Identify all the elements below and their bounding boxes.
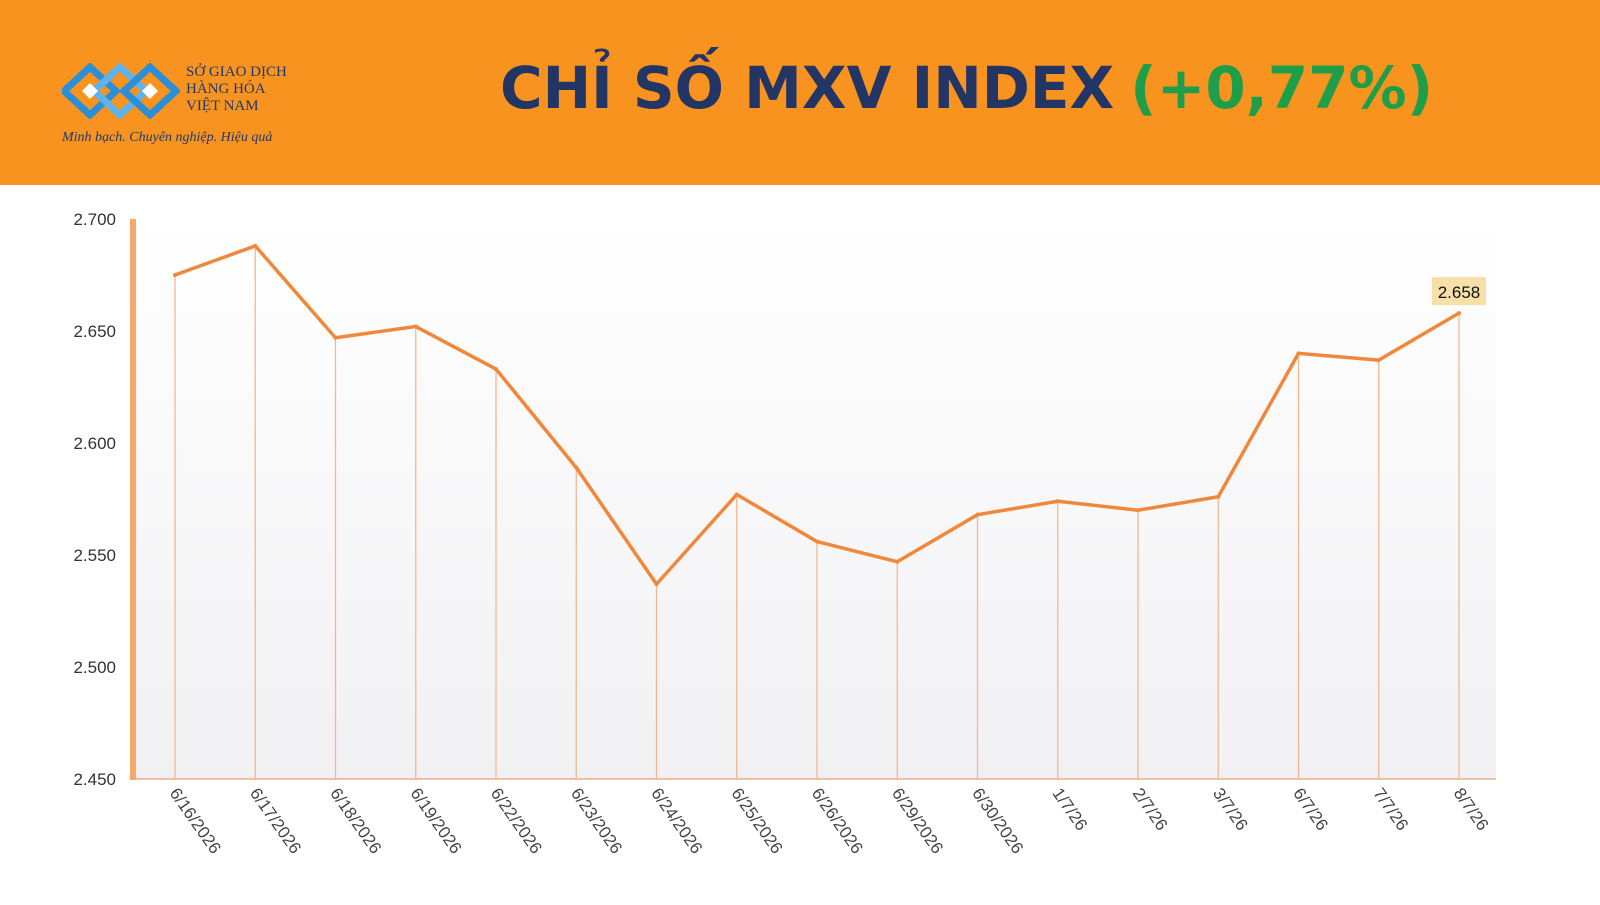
logo-line-1: SỞ GIAO DỊCH: [186, 64, 287, 80]
index-change: (+0,77%): [1130, 54, 1434, 122]
mxv-index-chart: 2.450 2.500 2.550 2.600 2.650 2.700 6/16/2026…: [73, 210, 1496, 857]
x-tick-label: 7/7/26: [1369, 784, 1412, 834]
logo-slogan: Minh bạch. Chuyên nghiệp. Hiệu quả: [62, 130, 273, 145]
y-tick-label: 2.500: [73, 658, 116, 677]
x-tick-label: 6/17/2026: [246, 784, 305, 857]
data-point: [1216, 494, 1221, 499]
mxv-logo-icon: [62, 63, 180, 119]
x-tick-label: 2/7/26: [1129, 784, 1172, 834]
title-text: CHỈ SỐ MXV INDEX: [500, 54, 1115, 122]
x-tick-label: 6/22/2026: [487, 784, 546, 857]
x-tick-label: 6/26/2026: [808, 784, 867, 857]
x-tick-label: 6/25/2026: [727, 784, 786, 857]
x-tick-label: 6/18/2026: [326, 784, 385, 857]
data-point: [494, 367, 498, 372]
data-point: [1376, 358, 1381, 363]
x-tick-label: 6/23/2026: [567, 784, 626, 857]
page-title: CHỈ SỐ MXV INDEX (+0,77%): [500, 48, 1433, 128]
header-banner: SỞ GIAO DỊCH HÀNG HÓA VIỆT NAM Minh bạch…: [0, 0, 1600, 185]
data-point: [253, 243, 258, 248]
x-tick-label: 1/7/26: [1048, 784, 1091, 834]
data-point: [975, 512, 980, 517]
plot-background: [133, 219, 1496, 779]
x-tick-label: 6/29/2026: [888, 784, 947, 857]
data-point: [1136, 508, 1140, 513]
x-tick-label: 3/7/26: [1209, 784, 1252, 834]
data-point: [1296, 351, 1301, 356]
x-tick-label: 6/7/26: [1289, 784, 1332, 834]
data-point: [173, 273, 177, 277]
x-tick-label: 6/30/2026: [968, 784, 1027, 857]
x-tick-label: 8/7/26: [1450, 784, 1493, 834]
data-point: [895, 559, 900, 564]
y-tick-label: 2.700: [73, 210, 116, 229]
x-tick-label: 6/16/2026: [166, 784, 225, 857]
data-point: [815, 539, 819, 544]
x-tick-label: 6/19/2026: [406, 784, 465, 857]
last-value-badge: [1432, 277, 1486, 306]
logo-line-3: VIỆT NAM: [186, 98, 259, 114]
chart-area: 2.450 2.500 2.550 2.600 2.650 2.700 6/16/2026…: [0, 185, 1600, 900]
x-tick-label: 6/24/2026: [647, 784, 706, 857]
y-axis-line: [130, 219, 136, 780]
y-tick-label: 2.600: [73, 434, 116, 453]
data-point: [734, 492, 739, 497]
data-point: [1055, 499, 1060, 504]
data-point: [413, 324, 418, 329]
data-point: [654, 582, 659, 587]
logo-text: SỞ GIAO DỊCH HÀNG HÓA VIỆT NAM: [186, 64, 287, 115]
last-value-label: 2.658: [1438, 283, 1481, 302]
y-tick-label: 2.650: [73, 322, 116, 341]
y-tick-label: 2.450: [73, 770, 116, 789]
logo-line-2: HÀNG HÓA: [186, 81, 266, 97]
data-point: [333, 335, 338, 340]
data-point: [1457, 311, 1461, 316]
data-point: [574, 465, 579, 470]
y-tick-label: 2.550: [73, 546, 116, 565]
mxv-logo: SỞ GIAO DỊCH HÀNG HÓA VIỆT NAM Minh bạch…: [58, 58, 308, 158]
